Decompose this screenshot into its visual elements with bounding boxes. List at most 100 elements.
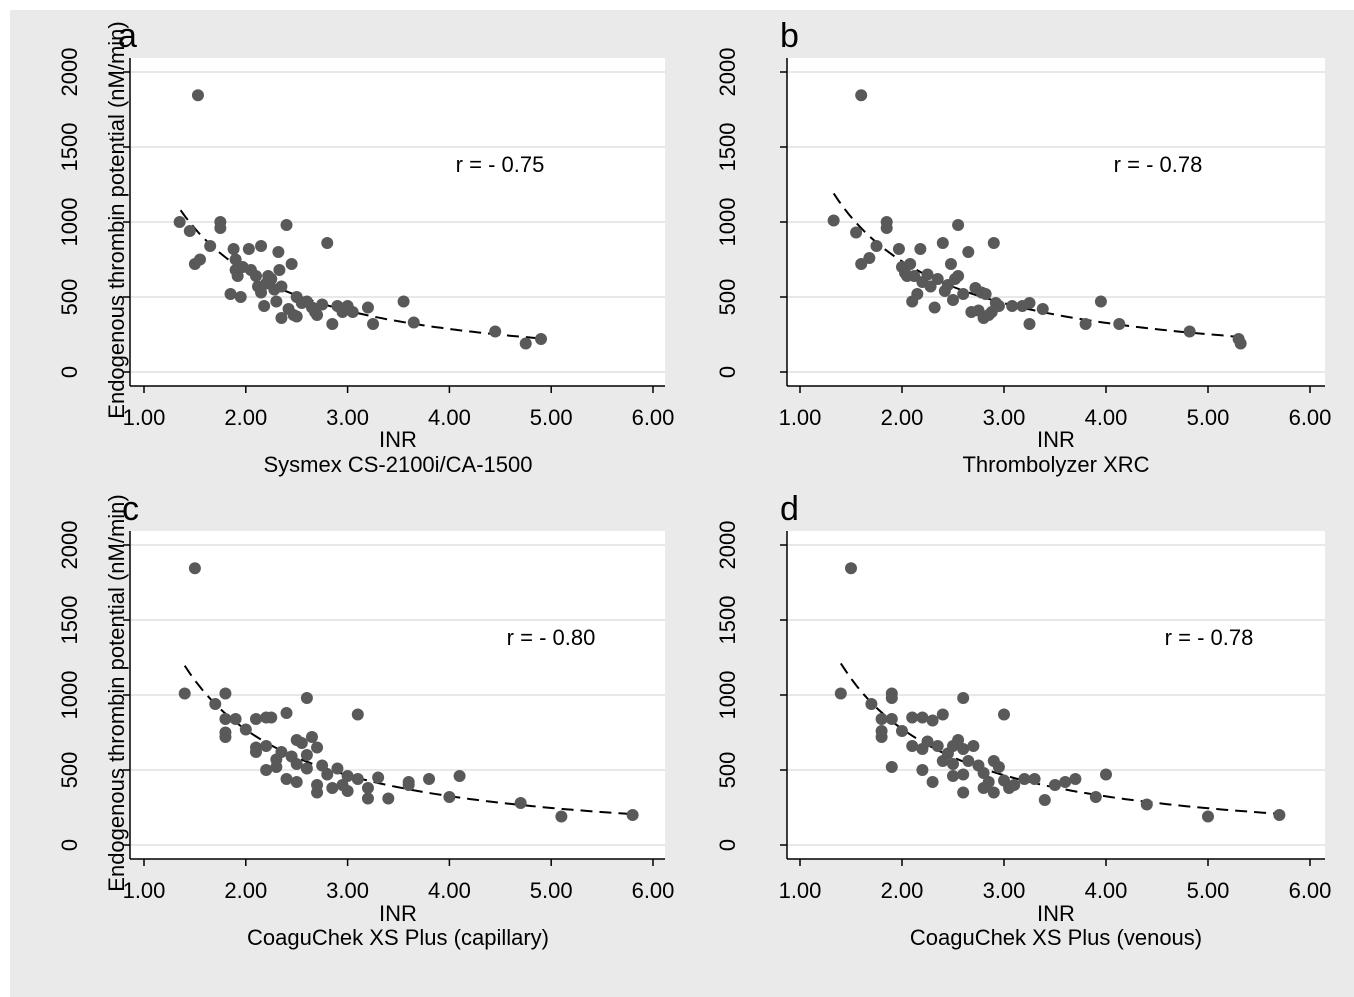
panel-d-point [977,767,990,779]
panel-a-ylabel: Endogenous thrombin potential (nM/min) [104,21,129,418]
panel-a-point [519,337,532,350]
panel-c-xlabel: INR [379,901,417,926]
panel-b-point [979,288,992,300]
panel-b-gridlines [788,71,1325,373]
panel-c-point [341,770,354,782]
panel-d-point [962,755,975,767]
panel-d-point [931,740,944,752]
panel-c-point [239,723,252,736]
panel-c-point [300,762,313,775]
panel-d-fit-line [839,662,1280,815]
panel-d-point [865,698,878,710]
panel-d-label: d [780,490,799,528]
panel-b-point [1023,318,1036,330]
panel-d-point [998,708,1010,721]
panel-a-point [367,318,380,330]
panel-a-point [270,295,283,308]
panel-d-point [947,758,959,770]
panel-c-point [341,785,354,797]
panel-c-point [626,809,639,821]
panel-d-xtick-label: 6.00 [1289,878,1332,903]
panel-d-annotation: r = - 0.78 [1165,625,1254,650]
panel-c-point [321,768,334,781]
panel-b-xtick-label: 2.00 [881,405,924,430]
panel-c-annotation: r = - 0.80 [507,625,596,650]
panel-c-point [453,770,466,782]
panel-c-point [270,761,283,773]
panel-a-point [234,291,247,303]
panel-d-point [967,740,980,752]
panel-c-point [260,740,273,752]
panel-a-point [229,253,242,266]
panel-a-ytick-label: 2000 [57,48,82,97]
panel-a-annotation: r = - 0.75 [456,152,545,177]
panel-d-point [1038,794,1051,806]
panel-b-ticks: 0 500 1000 1500 2000 1.00 2.00 3.00 4.00 5.00 6.00 [715,48,1331,430]
panel-b-point [947,294,959,306]
panel-a-xtick-label: 1.00 [123,405,166,430]
panel-a-point [489,325,502,338]
panel-b-point [952,270,965,282]
panel-c: 0 500 1000 1500 2000 1.00 2.00 3.00 4.00 5.00 6.00… [57,490,674,950]
panel-b-ytick-label: 500 [715,279,740,316]
panel-a-xtick-label: 3.00 [326,405,369,430]
panel-b-point [1079,318,1092,330]
panel-d-point [885,692,898,704]
panel-c-point [316,759,329,772]
panel-a-point [214,222,227,234]
panel-c-point [361,782,374,794]
panel-c-point [423,773,436,785]
panel-b-point [962,246,975,258]
panel-a: 0 500 1000 1500 2000 1.00 2.00 3.00 4.00 5.00 6.00… [57,17,674,477]
panel-a-point [346,306,359,318]
panel-d-point [936,708,949,721]
panel-d-point [926,776,939,788]
panel-d-point [916,711,929,724]
panel-b: 0 500 1000 1500 2000 1.00 2.00 3.00 4.00 5.00 6.00… [715,17,1331,477]
panel-c-point [249,746,262,758]
panel-d-ytick-label: 1500 [715,596,740,645]
panel-b-point [1036,303,1049,315]
panel-b-points [827,89,1247,350]
panel-b-point [924,280,937,293]
panel-a-point [326,318,339,330]
panel-c-point [382,792,395,805]
panel-c-point [260,764,273,776]
panel-b-point [921,268,934,281]
panel-d-point [834,687,847,700]
panel-d-ytick-label: 500 [715,752,740,789]
panel-a-xtick-label: 6.00 [632,405,675,430]
panel-c-point [290,758,303,770]
panel-d-ytick-label: 1000 [715,671,740,720]
panel-a-point [321,237,334,249]
panel-c-point [290,776,303,788]
panel-c-point [311,786,324,799]
panel-b-xtick-label: 3.00 [983,405,1026,430]
panel-d-gridlines [788,544,1325,846]
panel-a-point [265,273,278,285]
panel-c-point [372,771,385,784]
panel-b-point [911,288,924,300]
panel-b-point [936,237,949,249]
panel-a-point [255,286,268,299]
panel-b-ytick-label: 1500 [715,123,740,172]
panel-d-point [1273,809,1286,821]
panel-b-ytick-label: 1000 [715,198,740,247]
panel-c-point [219,687,232,700]
panel-a-point [311,309,324,321]
panel-c-ytick-label: 1000 [57,671,82,720]
panel-c-point [555,810,568,823]
panel-c-ytick-label: 500 [57,752,82,789]
panel-b-point [1183,325,1196,338]
panel-a-point [249,270,262,282]
panel-b-point [1094,295,1107,308]
panel-a-point [316,298,329,311]
panel-c-point [514,797,527,809]
panel-c-label: c [122,490,139,528]
panel-d-point [896,725,908,737]
panel-d-point [947,770,959,782]
panel-a-point [275,280,288,293]
panel-d-point [1018,773,1031,785]
panel-d-point [987,786,1000,799]
panel-c-ytick-label: 2000 [57,521,82,570]
